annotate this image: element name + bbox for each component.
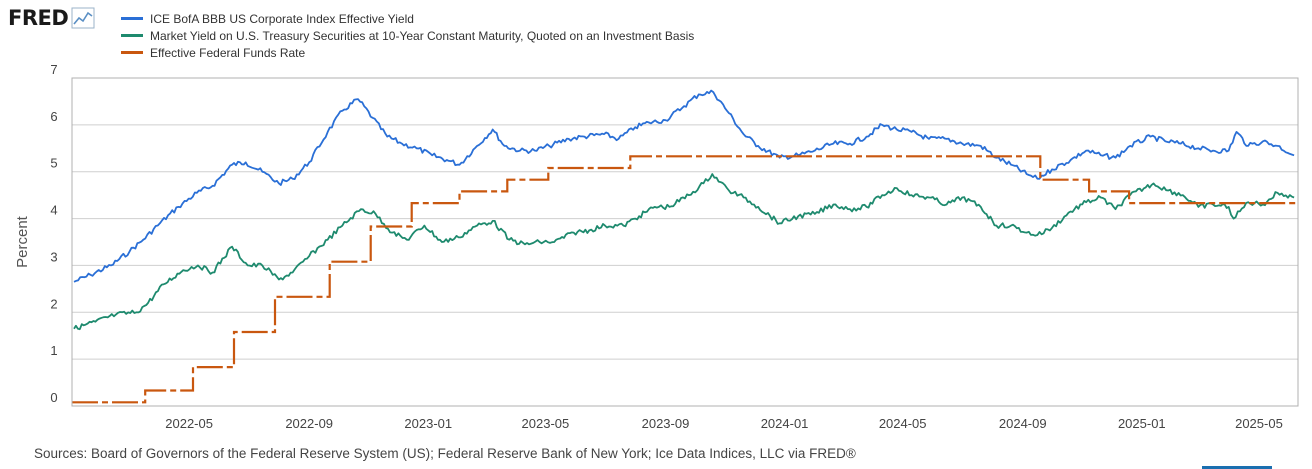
legend-label-ffr: Effective Federal Funds Rate [150, 45, 306, 60]
x-tick-label-2023-09: 2023-09 [642, 416, 690, 431]
y-tick-label-2: 2 [50, 296, 57, 311]
x-tick-label-2025-05: 2025-05 [1235, 416, 1283, 431]
series-line-corp [73, 89, 1295, 283]
x-tick-label-2024-05: 2024-05 [879, 416, 927, 431]
y-axis-ticks: 0 1 2 3 4 5 6 7 [50, 62, 57, 405]
legend-swatch-ffr [121, 51, 143, 54]
legend-item-treasury[interactable]: Market Yield on U.S. Treasury Securities… [121, 27, 694, 44]
x-tick-label-2024-09: 2024-09 [999, 416, 1047, 431]
chart-series [71, 89, 1299, 404]
y-tick-label-1: 1 [50, 343, 57, 358]
legend-swatch-treasury [121, 34, 143, 37]
x-tick-label-2022-09: 2022-09 [285, 416, 333, 431]
x-tick-label-2023-05: 2023-05 [522, 416, 570, 431]
fred-logo-text: FRED [8, 6, 69, 30]
x-axis-ticks: 2022-05 2022-09 2023-01 2023-05 2023-09 2024-… [165, 416, 1283, 431]
legend-item-corp[interactable]: ICE BofA BBB US Corporate Index Effectiv… [121, 10, 694, 27]
chart-header: FRED ICE BofA BBB US Corporate Index Eff… [8, 4, 1298, 64]
y-tick-label-0: 0 [50, 390, 57, 405]
x-tick-label-2022-05: 2022-05 [165, 416, 213, 431]
y-tick-label-6: 6 [50, 109, 57, 124]
y-tick-label-4: 4 [50, 203, 57, 218]
line-graph-icon [71, 7, 95, 29]
legend-label-treasury: Market Yield on U.S. Treasury Securities… [150, 28, 695, 43]
y-tick-label-5: 5 [50, 156, 57, 171]
y-tick-label-3: 3 [50, 249, 57, 264]
y-axis-label: Percent [14, 215, 31, 268]
legend-label-corp: ICE BofA BBB US Corporate Index Effectiv… [150, 11, 414, 26]
fred-logo[interactable]: FRED [8, 4, 95, 32]
y-tick-label-7: 7 [50, 62, 57, 77]
x-tick-label-2025-01: 2025-01 [1118, 416, 1166, 431]
x-tick-label-2023-01: 2023-01 [404, 416, 452, 431]
chart-legend: ICE BofA BBB US Corporate Index Effectiv… [121, 10, 694, 61]
chart-gridlines [72, 77, 1298, 407]
source-note: Sources: Board of Governors of the Feder… [34, 446, 856, 461]
plot-frame [71, 77, 1299, 407]
series-line-ffr [72, 155, 1298, 404]
corner-tab [1202, 466, 1272, 469]
series-line-treasury [73, 173, 1295, 331]
legend-swatch-corp [121, 17, 143, 20]
x-tick-label-2024-01: 2024-01 [761, 416, 809, 431]
legend-item-ffr[interactable]: Effective Federal Funds Rate [121, 44, 694, 61]
